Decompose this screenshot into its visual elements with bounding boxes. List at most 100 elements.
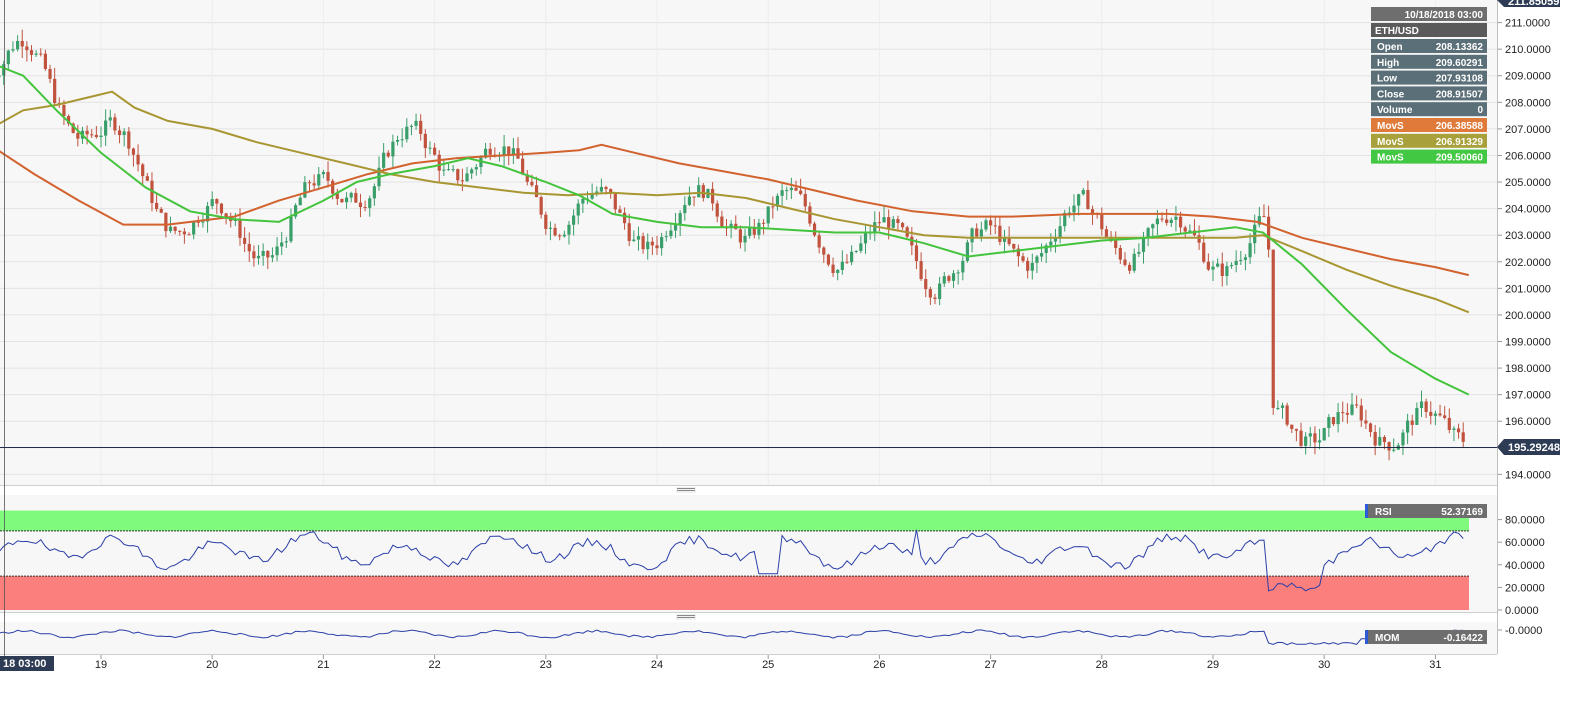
candle-body [581, 198, 585, 204]
candle-body [863, 232, 868, 244]
price-tick-label: 194.0000 [1505, 469, 1551, 481]
candle-body [956, 272, 960, 274]
candle-body [975, 228, 979, 237]
candle-body [62, 105, 66, 117]
candle-body [363, 206, 367, 208]
candle-body [775, 195, 780, 207]
candle-body [145, 176, 149, 181]
candle-body [1392, 449, 1396, 451]
tooltip-row-value: 209.50060 [1436, 153, 1484, 164]
day-tick-label: 20 [206, 659, 218, 671]
ohlc-tooltip: 10/18/2018 03:00 ETH/USD Open 208.13362 Hi… [1371, 7, 1487, 164]
candle-body [224, 213, 228, 218]
candle-body [711, 188, 715, 204]
candle-body [599, 186, 603, 192]
candle-body [1141, 237, 1146, 252]
candle-body [641, 236, 645, 250]
candle-body [1100, 214, 1104, 230]
candle-body [108, 117, 112, 121]
candle-body [961, 260, 965, 273]
candle-body [1368, 423, 1373, 432]
pane-resize-handle[interactable] [676, 614, 696, 620]
candle-body [1456, 428, 1461, 433]
candle-body [34, 53, 38, 55]
candle-body [1285, 405, 1289, 425]
tooltip-row-value: 206.38588 [1436, 121, 1484, 132]
candle-body [247, 243, 251, 252]
candle-body [280, 242, 284, 247]
candle-body [391, 141, 395, 157]
candle-body [683, 204, 687, 214]
candle-body [1206, 261, 1210, 270]
pane-resize-handle[interactable] [676, 487, 696, 493]
candle-body [604, 186, 608, 190]
candle-body [437, 154, 441, 171]
candle-body [1267, 216, 1271, 250]
candle-body [502, 146, 506, 156]
momentum-tick-label: -0.0000 [1505, 625, 1542, 637]
last-price-label: 195.29248 [1508, 442, 1560, 454]
candle-body [836, 269, 840, 274]
price-tick-label: 198.0000 [1505, 363, 1551, 375]
price-tick-label: 201.0000 [1505, 283, 1551, 295]
candle-body [1410, 420, 1414, 425]
rsi-tick-label: 80.0000 [1505, 515, 1545, 527]
candle-body [947, 276, 951, 281]
price-pane[interactable] [0, 0, 1497, 485]
candle-body [1345, 412, 1349, 415]
candle-body [692, 196, 696, 198]
candle-body [1322, 428, 1326, 441]
candle-body [1378, 436, 1382, 446]
candle-body [122, 131, 126, 136]
candle-body [914, 245, 919, 262]
candle-body [970, 228, 974, 243]
candle-body [766, 206, 770, 224]
candle-body [354, 192, 358, 203]
candle-body [1350, 404, 1354, 415]
tooltip-row-bg [1371, 86, 1487, 101]
momentum-line [0, 629, 1464, 646]
candle-body [29, 50, 34, 55]
candle-body [576, 203, 580, 216]
candle-body [1183, 227, 1187, 232]
rsi-value: 52.37169 [1441, 507, 1483, 518]
candle-body [428, 147, 432, 149]
price-tick-label: 211.0000 [1505, 18, 1550, 30]
candle-body [182, 231, 186, 235]
candle-body [201, 221, 205, 223]
candle-body [1331, 417, 1336, 425]
candle-body [1433, 413, 1437, 416]
candle-body [720, 216, 724, 228]
candle-body [215, 199, 219, 204]
tooltip-row-bg [1371, 54, 1487, 69]
candle-body [1174, 216, 1178, 220]
candle-body [743, 235, 747, 243]
tooltip-row-bg [1371, 118, 1487, 132]
candle-body [1160, 218, 1164, 220]
candle-body [2, 64, 6, 76]
candle-body [1382, 436, 1387, 443]
day-tick-label: 21 [317, 659, 329, 671]
candle-body [196, 221, 200, 223]
candle-body [951, 273, 956, 281]
momentum-value: -0.16422 [1444, 633, 1484, 644]
candle-body [1035, 256, 1039, 263]
candle-body [423, 133, 427, 149]
candle-body [1067, 212, 1071, 214]
candle-body [1355, 404, 1359, 406]
candle-body [1077, 194, 1081, 206]
candle-body [1304, 436, 1308, 446]
candle-body [1086, 190, 1090, 210]
candle-body [738, 229, 742, 243]
day-tick-label: 22 [428, 659, 440, 671]
candle-body [1197, 235, 1201, 243]
tooltip-row-value: 208.91507 [1436, 89, 1484, 100]
rsi-overbought-zone [0, 510, 1469, 531]
candle-body [636, 236, 641, 240]
price-tick-label: 207.0000 [1505, 124, 1551, 136]
candle-body [90, 134, 94, 136]
day-tick-label: 31 [1429, 659, 1441, 671]
candle-body [1118, 248, 1122, 260]
momentum-pane[interactable] [0, 622, 1497, 654]
